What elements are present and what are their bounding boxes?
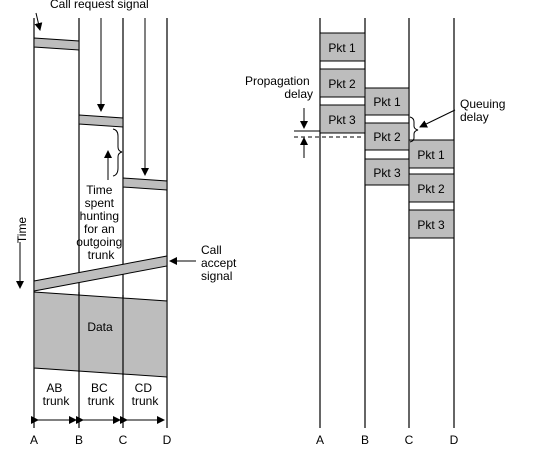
propagation-delay-line: Propagation bbox=[245, 74, 310, 88]
packet-c-2 bbox=[408, 173, 455, 203]
queuing-delay-label: Queuing delay bbox=[460, 97, 509, 124]
packet-a-1 bbox=[319, 32, 366, 62]
trunk-label-line: trunk bbox=[43, 394, 71, 408]
call-accept-line: Call bbox=[201, 243, 222, 257]
call-request-slab-cd bbox=[122, 177, 168, 191]
hunting-note-line: Time bbox=[86, 183, 113, 197]
hunting-note-line: for an bbox=[84, 222, 115, 236]
propagation-delay-label: Propagation delay bbox=[245, 74, 313, 101]
packet-c-3 bbox=[408, 209, 455, 239]
packet-label: Pkt 3 bbox=[417, 218, 445, 232]
node-label: A bbox=[316, 433, 324, 447]
packet-label: Pkt 3 bbox=[373, 166, 401, 180]
packet-label: Pkt 2 bbox=[373, 130, 401, 144]
trunk-label-bc: BC trunk bbox=[88, 381, 116, 408]
hunting-time-brace bbox=[112, 128, 123, 177]
packet-b-3 bbox=[364, 158, 410, 186]
queuing-delay-brace bbox=[409, 116, 419, 143]
packet-switching-diagram: Pkt 1 Pkt 2 Pkt 3 Pkt 1 Pkt 2 Pkt 3 Pkt … bbox=[245, 18, 509, 447]
call-request-arrow bbox=[34, 12, 43, 31]
queuing-delay-line: delay bbox=[460, 110, 489, 124]
packet-label: Pkt 1 bbox=[373, 95, 401, 109]
node-label: C bbox=[119, 433, 128, 447]
hunting-note: Time spent hunting for an outgoing trunk bbox=[76, 183, 125, 262]
packet-label: Pkt 2 bbox=[417, 182, 445, 196]
packet-b-1 bbox=[364, 87, 410, 116]
call-accept-line: accept bbox=[201, 256, 237, 270]
queuing-delay-line: Queuing bbox=[460, 97, 505, 111]
node-label: B bbox=[361, 433, 369, 447]
hunting-note-line: hunting bbox=[80, 209, 119, 223]
hunting-note-line: outgoing bbox=[76, 235, 122, 249]
trunk-label-line: trunk bbox=[88, 394, 116, 408]
hunting-note-line: trunk bbox=[88, 248, 116, 262]
trunk-label-line: AB bbox=[46, 381, 62, 395]
packet-a-3 bbox=[319, 104, 366, 134]
trunk-label-line: trunk bbox=[132, 394, 160, 408]
call-request-slab-ab bbox=[33, 37, 80, 51]
node-label: D bbox=[450, 433, 459, 447]
hunting-note-line: spent bbox=[85, 196, 115, 210]
node-label: C bbox=[405, 433, 414, 447]
circuit-switching-diagram: Call request signal Time spent hunting f… bbox=[15, 0, 240, 447]
node-label: D bbox=[163, 433, 172, 447]
packet-label: Pkt 3 bbox=[328, 113, 356, 127]
data-label: Data bbox=[87, 320, 113, 334]
call-request-label: Call request signal bbox=[50, 0, 149, 11]
time-label: Time bbox=[15, 217, 29, 244]
call-request-slab-bc bbox=[78, 114, 124, 128]
call-accept-slab bbox=[33, 255, 168, 292]
packet-a-2 bbox=[319, 68, 366, 98]
propagation-delay-line: delay bbox=[284, 87, 313, 101]
trunk-label-line: CD bbox=[135, 381, 153, 395]
packet-label: Pkt 1 bbox=[328, 41, 356, 55]
queuing-delay-arrow bbox=[419, 109, 456, 128]
call-accept-label: Call accept signal bbox=[201, 243, 240, 283]
trunk-label-ab: AB trunk bbox=[43, 381, 71, 408]
trunk-label-cd: CD trunk bbox=[132, 381, 160, 408]
trunk-label-line: BC bbox=[91, 381, 108, 395]
data-region bbox=[33, 291, 168, 378]
node-label: B bbox=[75, 433, 83, 447]
packet-b-2 bbox=[364, 122, 410, 151]
node-label: A bbox=[30, 433, 38, 447]
packet-label: Pkt 1 bbox=[417, 148, 445, 162]
call-accept-line: signal bbox=[201, 269, 232, 283]
packet-label: Pkt 2 bbox=[328, 77, 356, 91]
packet-c-1 bbox=[408, 139, 455, 169]
